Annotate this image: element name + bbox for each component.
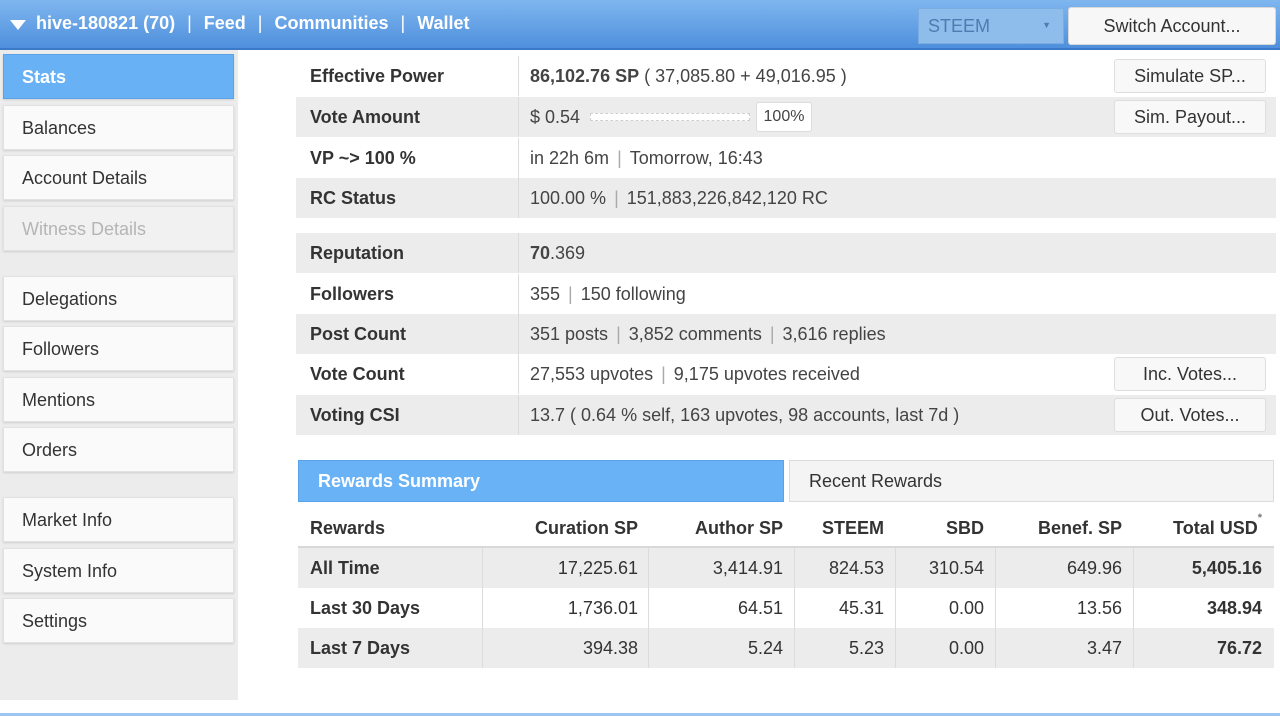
table-row: Last 30 Days 1,736.01 64.51 45.31 0.00 1… — [298, 588, 1274, 628]
account-menu-triangle-icon[interactable] — [10, 19, 26, 30]
sidebar-item-delegations[interactable]: Delegations — [3, 276, 234, 321]
inc-votes-button[interactable]: Inc. Votes... — [1114, 357, 1266, 391]
table-cell: 394.38 — [582, 638, 638, 658]
table-cell: 45.31 — [838, 598, 884, 618]
table-cell: 3.47 — [1086, 638, 1122, 658]
stat-label: VP ~> 100 % — [310, 148, 416, 168]
column-header: Total USD* — [1173, 512, 1262, 538]
top-navigation-bar: hive-180821 (70) | Feed | Communities | … — [0, 0, 1280, 50]
nav-links: hive-180821 (70) | Feed | Communities | … — [10, 13, 470, 34]
table-row: Last 7 Days 394.38 5.24 5.23 0.00 3.47 7… — [298, 628, 1274, 668]
stat-label: Post Count — [310, 324, 406, 344]
table-cell: 824.53 — [828, 558, 884, 578]
account-name[interactable]: hive-180821 (70) — [36, 13, 176, 33]
table-row: All Time 17,225.61 3,414.91 824.53 310.5… — [298, 548, 1274, 588]
stat-label: RC Status — [310, 188, 397, 208]
row-label: Last 7 Days — [310, 638, 411, 658]
vote-weight-percent[interactable]: 100% — [756, 102, 812, 132]
nav-wallet-link[interactable]: Wallet — [417, 13, 470, 33]
table-cell: 0.00 — [948, 638, 984, 658]
stat-value: in 22h 6m | Tomorrow, 16:43 — [530, 148, 763, 168]
sidebar-item-balances[interactable]: Balances — [3, 105, 234, 150]
table-cell: 64.51 — [737, 598, 783, 618]
table-cell: 17,225.61 — [557, 558, 638, 578]
row-label: Last 30 Days — [310, 598, 421, 618]
table-cell-total: 348.94 — [1206, 598, 1262, 618]
tab-recent-rewards[interactable]: Recent Rewards — [789, 460, 1274, 502]
stat-value: 355 | 150 following — [530, 284, 686, 304]
stat-row-vote-amount: Vote Amount $ 0.54 100% Sim. Payout... — [296, 97, 1276, 137]
sim-payout-button[interactable]: Sim. Payout... — [1114, 100, 1266, 134]
switch-account-button[interactable]: Switch Account... — [1068, 7, 1276, 45]
table-cell: 5.24 — [747, 638, 783, 658]
nav-communities-link[interactable]: Communities — [274, 13, 389, 33]
simulate-sp-button[interactable]: Simulate SP... — [1114, 59, 1266, 93]
sidebar-item-witness-details: Witness Details — [3, 206, 234, 251]
stat-row-reputation: Reputation 70.369 — [296, 233, 1276, 273]
table-cell: 5.23 — [848, 638, 884, 658]
stat-value: 351 posts | 3,852 comments | 3,616 replies — [530, 324, 886, 344]
column-header: STEEM — [821, 518, 884, 538]
sidebar-item-account-details[interactable]: Account Details — [3, 155, 234, 200]
table-cell-total: 5,405.16 — [1191, 558, 1262, 578]
table-cell: 3,414.91 — [712, 558, 783, 578]
stat-row-vote-count: Vote Count 27,553 upvotes | 9,175 upvotes … — [296, 354, 1276, 394]
stat-value: 13.7 ( 0.64 % self, 163 upvotes, 98 acco… — [530, 405, 960, 425]
bottom-border — [0, 713, 1280, 716]
column-header: Curation SP — [534, 518, 638, 538]
stat-value: 86,102.76 SP ( 37,085.80 + 49,016.95 ) — [530, 66, 847, 87]
stat-label: Followers — [310, 284, 395, 304]
column-header: SBD — [945, 518, 984, 538]
stat-value: 27,553 upvotes | 9,175 upvotes received — [530, 364, 860, 384]
chain-select-value: STEEM — [928, 16, 991, 36]
sidebar-item-mentions[interactable]: Mentions — [3, 377, 234, 422]
stat-label: Reputation — [310, 243, 404, 263]
out-votes-button[interactable]: Out. Votes... — [1114, 398, 1266, 432]
stat-row-rc-status: RC Status 100.00 % | 151,883,226,842,120 R… — [296, 178, 1276, 218]
chain-select[interactable]: STEEM ▼ — [918, 8, 1064, 44]
stat-row-effective-power: Effective Power 86,102.76 SP ( 37,085.80… — [296, 56, 1276, 96]
stat-label: Effective Power — [310, 66, 445, 86]
stat-label: Vote Count — [310, 364, 405, 384]
vote-weight-slider[interactable] — [590, 113, 750, 121]
stat-row-vp: VP ~> 100 % in 22h 6m | Tomorrow, 16:43 — [296, 138, 1276, 178]
column-header: Benef. SP — [1037, 518, 1122, 538]
effective-power-sp: 86,102.76 SP — [530, 66, 640, 86]
sidebar-item-orders[interactable]: Orders — [3, 427, 234, 472]
sidebar-item-stats[interactable]: Stats — [3, 54, 234, 99]
table-header-row: Rewards Curation SP Author SP STEEM SBD … — [298, 508, 1274, 548]
column-header: Rewards — [310, 518, 386, 538]
tab-rewards-summary[interactable]: Rewards Summary — [298, 460, 784, 502]
dropdown-caret-icon: ▼ — [1042, 20, 1051, 30]
effective-power-breakdown: ( 37,085.80 + 49,016.95 ) — [639, 66, 847, 86]
sidebar-item-followers[interactable]: Followers — [3, 326, 234, 371]
stat-value: 70.369 — [530, 243, 586, 263]
row-label: All Time — [310, 558, 380, 578]
column-header: Author SP — [695, 518, 783, 538]
stat-row-followers: Followers 355 | 150 following — [296, 274, 1276, 314]
sidebar-item-market-info[interactable]: Market Info — [3, 497, 234, 542]
stat-label: Vote Amount — [310, 107, 420, 127]
stat-label: Voting CSI — [310, 405, 400, 425]
stat-row-post-count: Post Count 351 posts | 3,852 comments | 3,61… — [296, 314, 1276, 354]
sidebar: Stats Balances Account Details Witness D… — [0, 50, 238, 700]
table-cell: 13.56 — [1076, 598, 1122, 618]
table-cell: 1,736.01 — [567, 598, 638, 618]
vote-amount-value: $ 0.54 — [530, 107, 581, 127]
table-cell: 649.96 — [1066, 558, 1122, 578]
nav-feed-link[interactable]: Feed — [203, 13, 246, 33]
sidebar-item-system-info[interactable]: System Info — [3, 548, 234, 593]
sidebar-item-settings[interactable]: Settings — [3, 598, 234, 643]
table-cell: 0.00 — [948, 598, 984, 618]
table-cell-total: 76.72 — [1216, 638, 1262, 658]
stat-row-voting-csi: Voting CSI 13.7 ( 0.64 % self, 163 upvot… — [296, 395, 1276, 435]
table-cell: 310.54 — [928, 558, 984, 578]
stat-value: 100.00 % | 151,883,226,842,120 RC — [530, 188, 828, 208]
